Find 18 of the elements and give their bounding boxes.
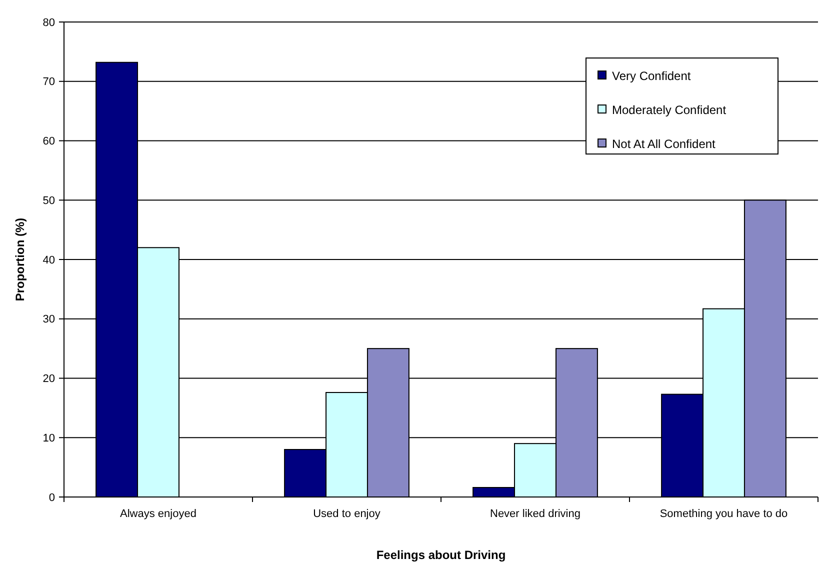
legend-label: Moderately Confident	[612, 103, 727, 118]
x-axis-title: Feelings about Driving	[376, 548, 506, 562]
legend-label: Not At All Confident	[612, 137, 716, 152]
y-tick-label: 50	[42, 194, 55, 207]
y-tick-label: 0	[48, 492, 55, 504]
y-tick-label: 20	[42, 373, 55, 386]
x-tick-label: Never liked driving	[490, 508, 580, 520]
x-tick-label: Used to enjoy	[313, 508, 381, 520]
legend-label: Very Confident	[612, 69, 692, 84]
y-tick-label: 70	[42, 76, 55, 88]
x-tick-label: Always enjoyed	[120, 508, 196, 520]
y-tick-label: 10	[42, 432, 55, 444]
y-tick-label: 30	[42, 314, 55, 326]
y-axis-title: Proportion (%)	[13, 218, 27, 302]
y-tick-label: 80	[42, 16, 55, 29]
y-tick-label: 40	[42, 254, 55, 266]
x-tick-label: Something you have to do	[660, 508, 788, 520]
y-tick-label: 60	[42, 136, 55, 148]
